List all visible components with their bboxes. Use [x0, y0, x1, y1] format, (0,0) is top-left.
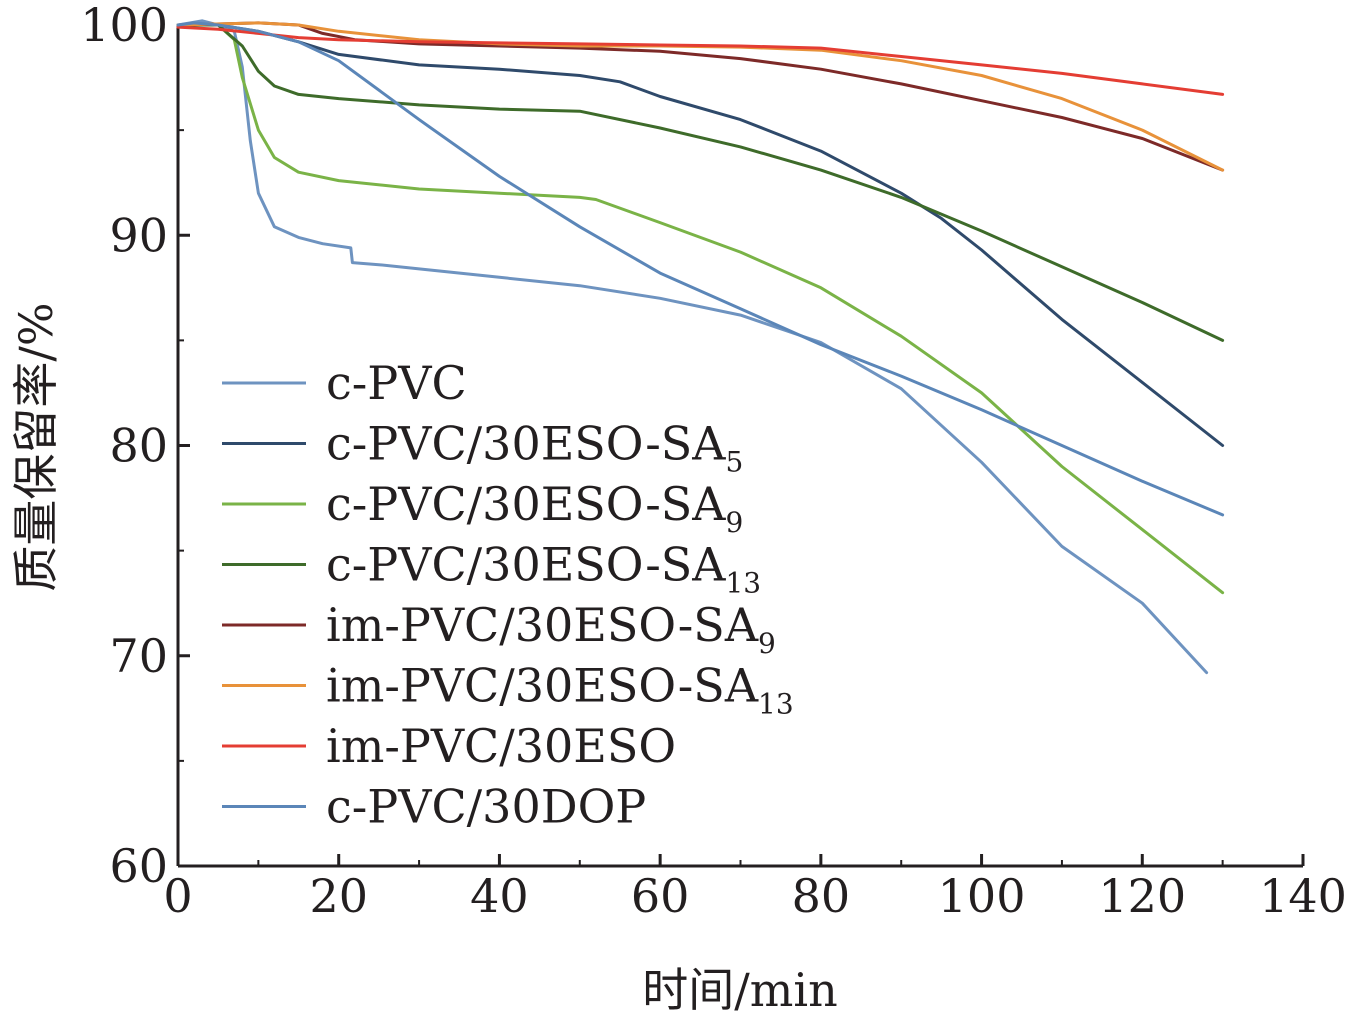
- x-tick-label: 100: [938, 869, 1026, 923]
- x-tick-label: 40: [470, 869, 529, 923]
- x-tick-label: 80: [792, 869, 851, 923]
- y-tick-label: 70: [109, 629, 168, 683]
- legend: c-PVCc-PVC/30ESO-SA5c-PVC/30ESO-SA9c-PVC…: [222, 356, 794, 834]
- y-tick-label: 100: [80, 0, 168, 52]
- series-layer: [176, 19, 1225, 675]
- legend-label: im-PVC/30ESO-SA9: [326, 598, 776, 660]
- axes: 0 20 40 60 80 100 120 140 60 70 80 90 100: [80, 0, 1347, 923]
- series-line: [176, 23, 1225, 342]
- y-tick-label: 90: [109, 208, 168, 262]
- series-line: [176, 21, 1225, 172]
- y-axis-title: 质量保留率/%: [9, 302, 63, 591]
- x-axis-title: 时间/min: [642, 963, 837, 1016]
- series-line: [176, 23, 1225, 595]
- series-line: [176, 21, 1225, 517]
- legend-label: c-PVC/30DOP: [326, 780, 646, 834]
- series-line: [176, 19, 1209, 675]
- legend-label: c-PVC/30ESO-SA13: [326, 538, 761, 600]
- x-tick-label: 0: [163, 869, 192, 923]
- x-tick-label: 20: [309, 869, 368, 923]
- y-tick-label: 80: [109, 419, 168, 473]
- legend-label: c-PVC: [326, 356, 467, 410]
- x-tick-label: 140: [1259, 869, 1347, 923]
- legend-label: c-PVC/30ESO-SA9: [326, 477, 743, 539]
- y-tick-label: 60: [109, 839, 168, 893]
- legend-label: im-PVC/30ESO: [326, 719, 676, 773]
- legend-label: c-PVC/30ESO-SA5: [326, 417, 743, 479]
- legend-label: im-PVC/30ESO-SA13: [326, 659, 794, 721]
- x-tick-label: 60: [631, 869, 690, 923]
- x-tick-label: 120: [1098, 869, 1186, 923]
